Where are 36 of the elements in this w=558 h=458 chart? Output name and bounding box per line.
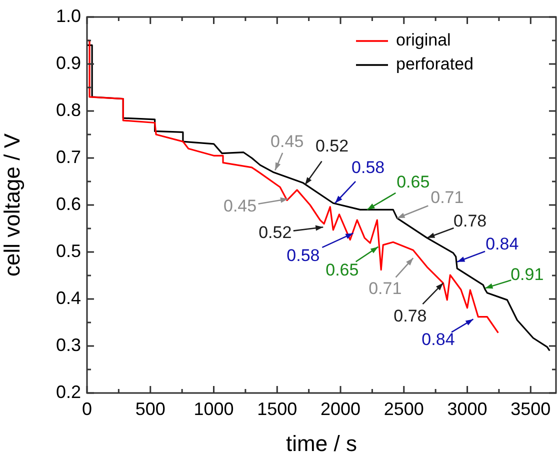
annotation: 0.65 [396,172,430,192]
y-tick-label: 0.2 [56,382,81,402]
legend-label: perforated [396,54,474,74]
annotation: 0.91 [510,264,544,284]
x-axis-title: time / s [286,430,357,456]
annotation: 0.45 [223,196,257,216]
annotation: 0.84 [486,234,519,254]
annotation: 0.78 [454,212,487,231]
x-tick-label: 2500 [384,398,424,419]
y-tick-label: 0.6 [56,194,81,214]
y-tick-label: 0.3 [56,334,81,355]
x-tick-label: 0 [82,398,92,419]
annotation: 0.84 [422,330,455,349]
annotation: 0.65 [326,260,359,280]
y-tick-label: 0.4 [56,288,81,308]
annotation: 0.71 [368,278,402,298]
y-tick-label: 0.5 [56,240,81,261]
y-tick-label: 1.0 [56,6,81,26]
annotation: 0.58 [352,158,385,177]
x-tick-label: 1000 [194,398,234,419]
y-tick-label: 0.7 [56,146,81,167]
x-tick-label: 3000 [447,398,488,419]
y-axis-title: cell voltage / V [0,133,24,277]
annotation: 0.45 [270,132,304,151]
legend-label: original [396,30,451,50]
annotation: 0.71 [430,188,464,207]
annotation: 0.78 [394,306,427,326]
x-tick-label: 2000 [320,398,361,419]
y-tick-label: 0.9 [56,52,81,73]
x-tick-label: 500 [135,398,166,419]
annotation: 0.58 [286,246,320,265]
y-tick-label: 0.8 [56,100,81,120]
annotation: 0.52 [315,136,349,156]
x-tick-label: 1500 [257,398,298,419]
annotation: 0.52 [258,222,292,242]
x-tick-label: 3500 [510,398,551,419]
